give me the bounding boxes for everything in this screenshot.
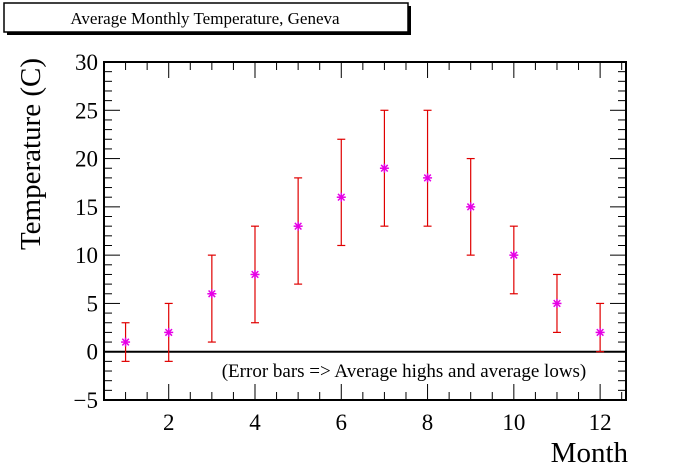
x-tick-label: 8 — [422, 410, 434, 435]
chart-title: Average Monthly Temperature, Geneva — [70, 9, 340, 28]
y-tick-label: 15 — [75, 195, 98, 220]
x-tick-label: 10 — [502, 410, 525, 435]
axis-ticks: −5 0 5 10 15 20 25 30 2 4 6 8 10 12 — [74, 50, 626, 435]
error-bar-annotation: (Error bars => Average highs and average… — [222, 361, 587, 382]
marker-stroke — [510, 251, 518, 259]
plot-frame — [103, 61, 627, 401]
y-tick-label: 0 — [87, 340, 99, 365]
x-tick-label: 2 — [163, 410, 175, 435]
marker-stroke — [596, 328, 604, 337]
data-point — [336, 192, 346, 202]
data-layer — [121, 109, 605, 362]
x-tick-label: 4 — [249, 410, 261, 435]
title-box-shadow-right — [408, 6, 411, 35]
marker-stroke — [466, 203, 475, 211]
marker-stroke — [380, 164, 389, 173]
x-tick-label: 6 — [336, 410, 348, 435]
marker-stroke — [553, 299, 561, 308]
data-point — [379, 163, 389, 173]
y-tick-label: 25 — [75, 98, 98, 123]
y-tick-label: 5 — [87, 291, 99, 316]
y-tick-label: 30 — [75, 50, 98, 75]
marker-stroke — [251, 270, 259, 279]
data-point — [293, 221, 303, 231]
data-point — [423, 173, 433, 183]
marker-stroke — [208, 289, 216, 298]
data-point — [509, 250, 519, 260]
x-axis-label: Month — [551, 437, 629, 469]
marker-stroke — [337, 193, 346, 202]
y-tick-label: 10 — [75, 243, 98, 268]
marker-stroke — [164, 328, 173, 337]
x-tick-label: 12 — [589, 410, 612, 435]
marker-stroke — [423, 174, 432, 182]
data-point — [250, 269, 260, 279]
data-point — [121, 337, 131, 347]
y-axis-label: Temperature (C) — [15, 58, 47, 250]
data-point — [466, 202, 476, 212]
data-point — [595, 327, 605, 337]
y-tick-label: 20 — [75, 147, 98, 172]
marker-stroke — [121, 338, 130, 346]
y-tick-label: −5 — [74, 388, 98, 413]
title-box: Average Monthly Temperature, Geneva — [3, 2, 411, 35]
data-point — [552, 298, 562, 308]
title-box-frame — [3, 2, 409, 33]
title-box-shadow-bottom — [7, 32, 411, 35]
marker-stroke — [294, 222, 302, 231]
data-point — [164, 327, 174, 337]
data-point — [207, 289, 217, 299]
